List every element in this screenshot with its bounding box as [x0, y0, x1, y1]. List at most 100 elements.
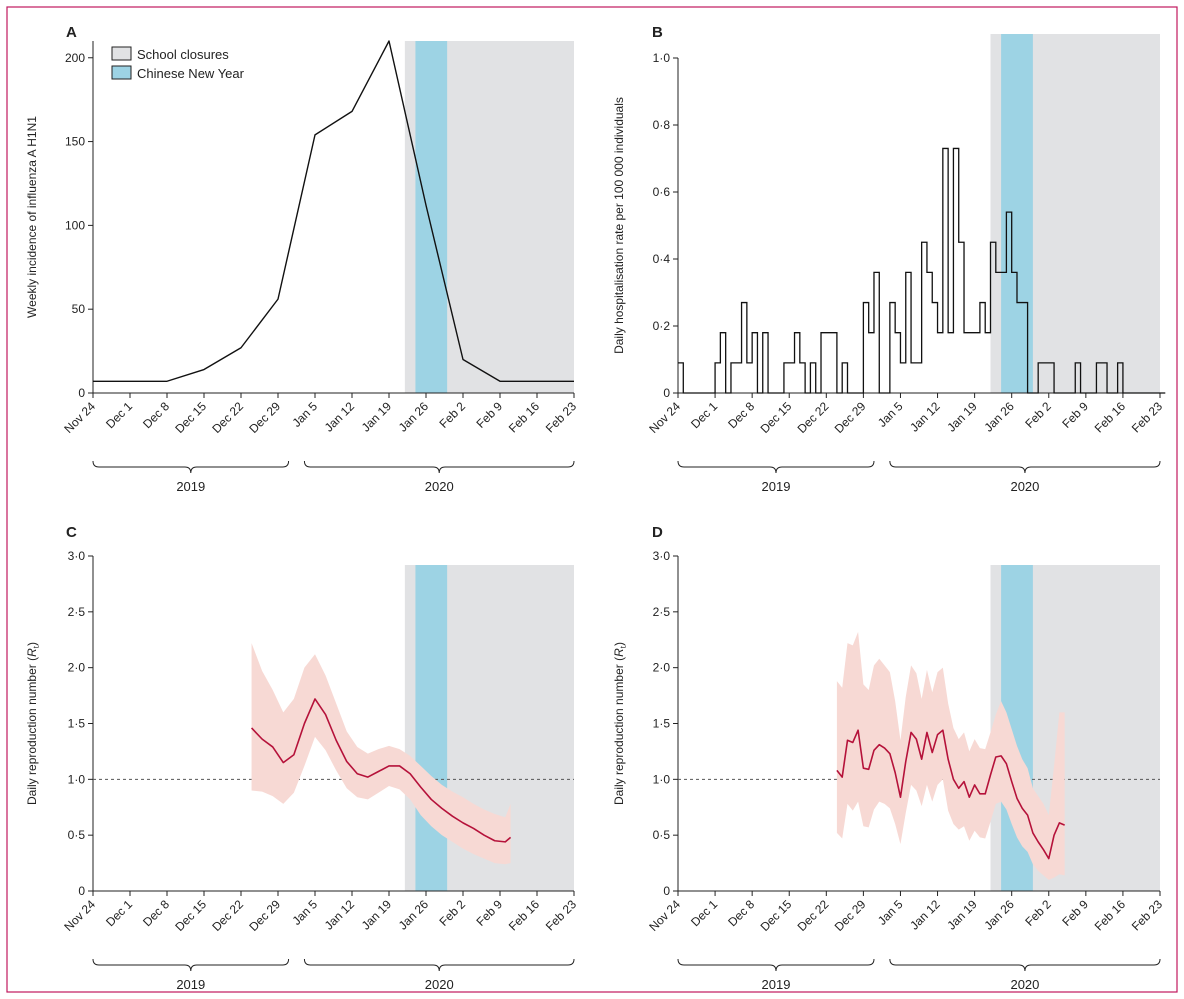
- x-tick-label: Feb 2: [437, 399, 469, 431]
- year-label: 2019: [176, 479, 205, 494]
- year-brace: [303, 958, 575, 972]
- x-tick-label: Jan 19: [359, 897, 395, 933]
- legend-label-school-closures: School closures: [137, 47, 229, 62]
- x-tick-label: Jan 26: [981, 399, 1017, 435]
- y-tick-label: 0: [663, 884, 670, 898]
- y-tick-label: 100: [65, 218, 85, 232]
- y-tick-label: 2·5: [68, 605, 86, 619]
- y-tick-label: 1·5: [68, 717, 86, 731]
- year-brace: [677, 460, 875, 474]
- y-tick-label: 150: [65, 135, 85, 149]
- x-tick-label: Feb 9: [1059, 897, 1091, 929]
- y-axis-label-main: Daily reproduction number (: [25, 657, 39, 805]
- x-tick-label: Feb 9: [474, 399, 506, 431]
- x-tick-label: Dec 29: [246, 897, 283, 934]
- year-label: 2020: [1010, 977, 1039, 992]
- year-label: 2020: [1010, 479, 1039, 494]
- x-tick-label: Feb 23: [1129, 897, 1166, 934]
- x-tick-label: Jan 26: [396, 897, 432, 933]
- y-tick-label: 0: [78, 386, 85, 400]
- y-axis-label: Daily reproduction number (Rt): [612, 642, 628, 805]
- x-tick-label: Nov 24: [646, 897, 683, 934]
- series-step: [678, 147, 1166, 394]
- y-tick-label: 2·0: [653, 661, 671, 675]
- x-tick-label: Jan 26: [981, 897, 1017, 933]
- y-tick-label: 0·5: [68, 828, 86, 842]
- y-tick-label: 1·0: [653, 772, 671, 786]
- x-tick-label: Jan 26: [396, 399, 432, 435]
- year-label: 2020: [425, 479, 454, 494]
- year-brace: [303, 460, 575, 474]
- y-axis-label-subscript: t: [619, 645, 628, 648]
- year-brace: [889, 460, 1161, 474]
- x-tick-label: Nov 24: [61, 399, 98, 436]
- y-axis-label: Daily reproduction number (Rt): [25, 642, 41, 805]
- x-tick-label: Jan 19: [359, 399, 395, 435]
- x-tick-label: Jan 12: [907, 399, 943, 435]
- y-tick-label: 0: [663, 386, 670, 400]
- x-tick-label: Dec 29: [246, 399, 283, 436]
- y-axis-label-main: Daily reproduction number (: [612, 657, 626, 805]
- confidence-band: [836, 631, 1065, 880]
- panel-c: C 0 0·5 1·0 1·5 2·0 2·5 3·0 Daily reproduction n…: [25, 524, 579, 992]
- x-tick-label: Dec 8: [725, 897, 757, 929]
- series-line: [250, 698, 512, 843]
- figure-frame: [6, 6, 1178, 993]
- y-tick-label: 2·0: [68, 661, 86, 675]
- y-tick-label: 3·0: [653, 549, 671, 563]
- x-tick-label: Nov 24: [646, 399, 683, 436]
- panel-letter: C: [66, 524, 77, 541]
- x-tick-label: Jan 12: [322, 399, 358, 435]
- x-tick-label: Feb 16: [1092, 897, 1129, 934]
- y-tick-label: 2·5: [653, 605, 671, 619]
- x-tick-label: Dec 8: [140, 897, 172, 929]
- x-tick-label: Feb 2: [1022, 897, 1054, 929]
- year-brace: [92, 958, 290, 972]
- x-tick-label: Jan 5: [289, 897, 320, 928]
- x-tick-label: Jan 5: [875, 897, 906, 928]
- panel-b: B 0 0·2 0·4 0·6 0·8 1·0 Daily hospitalisation r…: [612, 24, 1165, 494]
- x-tick-label: Dec 1: [103, 897, 135, 929]
- x-tick-label: Dec 15: [172, 399, 209, 436]
- x-tick-label: Nov 24: [61, 897, 98, 934]
- y-tick-label: 0·6: [653, 185, 671, 199]
- x-tick-label: Feb 23: [543, 897, 580, 934]
- x-tick-label: Feb 23: [1129, 399, 1166, 436]
- x-tick-label: Feb 16: [1092, 399, 1129, 436]
- x-tick-label: Dec 29: [832, 897, 869, 934]
- y-axis-label: Daily hospitalisation rate per 100 000 i…: [612, 97, 626, 354]
- x-tick-label: Dec 1: [103, 399, 135, 431]
- y-tick-label: 0·8: [653, 118, 671, 132]
- y-tick-label: 0·4: [653, 252, 671, 266]
- x-tick-label: Dec 29: [832, 399, 869, 436]
- y-tick-label: 0·5: [653, 828, 671, 842]
- y-tick-label: 3·0: [68, 549, 86, 563]
- year-brace: [889, 958, 1161, 972]
- series-line: [93, 40, 574, 382]
- y-axis-label: Weekly incidence of influenza A H1N1: [25, 116, 39, 318]
- legend: School closures Chinese New Year: [111, 46, 245, 81]
- year-brace: [92, 460, 290, 474]
- year-brace: [677, 958, 875, 972]
- x-tick-label: Feb 9: [1059, 399, 1091, 431]
- year-label: 2019: [176, 977, 205, 992]
- x-tick-label: Dec 15: [172, 897, 209, 934]
- panel-a: A 0 50 100 150 200 Weekly incidence of influen…: [25, 24, 579, 494]
- year-label: 2019: [762, 479, 791, 494]
- y-tick-label: 1·5: [653, 717, 671, 731]
- x-tick-label: Dec 22: [209, 897, 246, 934]
- y-tick-label: 1·0: [653, 51, 671, 65]
- panel-letter: D: [652, 524, 663, 541]
- x-tick-label: Jan 5: [289, 399, 320, 430]
- x-tick-label: Feb 9: [474, 897, 506, 929]
- x-tick-label: Dec 8: [140, 399, 172, 431]
- x-tick-label: Feb 2: [1022, 399, 1054, 431]
- y-axis-label-symbol: R: [612, 648, 626, 657]
- x-tick-label: Jan 5: [875, 399, 906, 430]
- year-label: 2020: [425, 977, 454, 992]
- year-label: 2019: [762, 977, 791, 992]
- x-tick-label: Dec 1: [688, 897, 720, 929]
- x-tick-label: Jan 12: [907, 897, 943, 933]
- panel-d: D 0 0·5 1·0 1·5 2·0 2·5 3·0 Daily reproduction n…: [612, 524, 1165, 992]
- series-line: [836, 729, 1065, 860]
